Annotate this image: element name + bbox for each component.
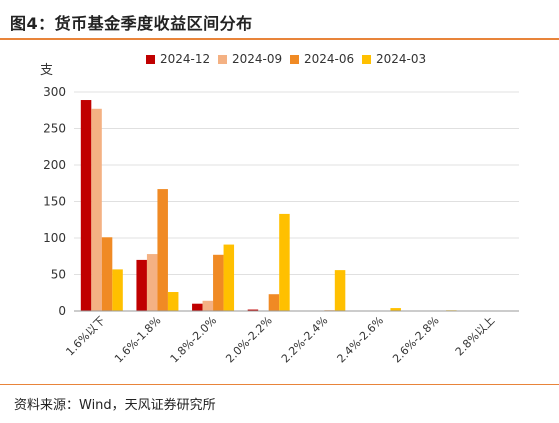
y-axis-unit: 支: [40, 63, 53, 78]
legend-swatch: [218, 55, 227, 64]
bar-2024-09: [146, 254, 158, 311]
x-tick-label: 2.4%-2.6%: [335, 314, 387, 366]
x-tick-label: 2.2%-2.4%: [279, 314, 331, 366]
bar-2024-06: [101, 237, 113, 311]
figure-title: 图4：货币基金季度收益区间分布: [10, 14, 253, 33]
y-tick-label: 200: [43, 158, 66, 172]
bar-2024-06: [268, 294, 280, 311]
footer-divider: [0, 384, 559, 385]
bars: [80, 100, 457, 311]
bar-2024-03: [279, 213, 290, 311]
x-axis-ticks: 1.6%以下 1.6%-1.8% 1.8%-2.0% 2.0%-2.2% 2.2%-2.…: [63, 314, 497, 366]
legend-label: 2024-12: [160, 52, 210, 66]
x-tick-label: 2.6%-2.8%: [390, 314, 442, 366]
legend-label: 2024-03: [376, 52, 426, 66]
x-tick-label: 1.6%以下: [63, 314, 108, 359]
bar-2024-06: [213, 254, 224, 311]
x-tick-label: 2.0%-2.2%: [223, 314, 275, 366]
bar-2024-03: [334, 270, 346, 311]
x-tick-label: 2.8%以上: [453, 314, 498, 359]
bar-2024-12: [136, 259, 147, 311]
x-tick-label: 1.6%-1.8%: [112, 314, 164, 366]
legend-swatch: [146, 55, 155, 64]
title-divider: [0, 38, 559, 40]
y-tick-label: 300: [43, 85, 66, 99]
y-axis-ticks: 0 50 100 150 200 250 300: [43, 85, 66, 318]
bar-2024-09: [91, 108, 102, 311]
bar-chart: 支 2024-12 2024-09 2024-06 2024-03 0 50 100 150…: [40, 52, 519, 366]
legend-label: 2024-06: [304, 52, 354, 66]
legend-swatch: [362, 55, 371, 64]
bar-2024-06: [157, 189, 168, 311]
bar-2024-03: [167, 292, 179, 311]
bar-2024-09: [202, 300, 214, 311]
bar-2024-03: [390, 308, 401, 311]
x-tick-label: 1.8%-2.0%: [168, 314, 220, 366]
source-note: 资料来源：Wind，天风证券研究所: [14, 398, 216, 413]
bar-2024-03: [112, 269, 123, 311]
y-tick-label: 100: [43, 231, 66, 245]
y-tick-label: 250: [43, 122, 66, 136]
y-tick-label: 150: [43, 195, 66, 209]
bar-2024-12: [80, 100, 92, 311]
legend-swatch: [290, 55, 299, 64]
bar-2024-12: [247, 309, 259, 311]
bar-2024-12: [192, 303, 203, 311]
y-tick-label: 0: [58, 304, 66, 318]
legend: 2024-12 2024-09 2024-06 2024-03: [146, 52, 426, 66]
legend-label: 2024-09: [232, 52, 282, 66]
gridlines: [74, 91, 519, 275]
y-tick-label: 50: [51, 268, 66, 282]
bar-2024-03: [223, 244, 235, 311]
